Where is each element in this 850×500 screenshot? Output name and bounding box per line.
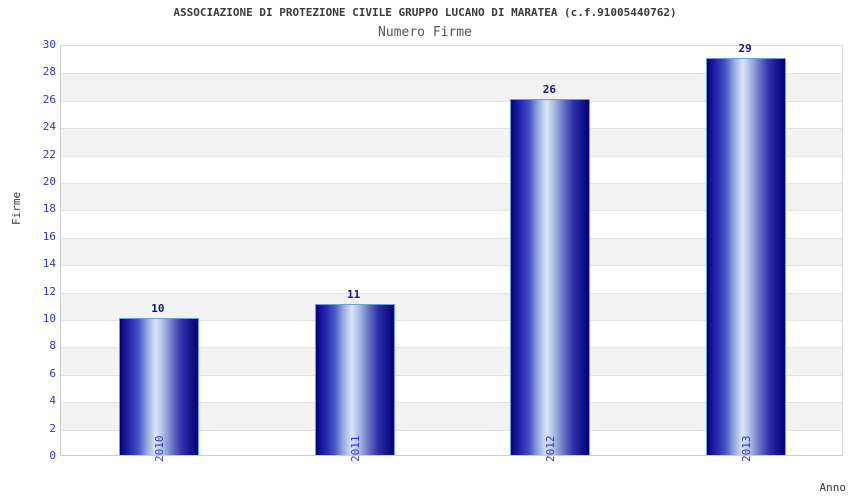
gridline bbox=[61, 128, 842, 129]
plot-area bbox=[60, 45, 843, 456]
y-tick-label: 28 bbox=[42, 65, 56, 79]
y-tick-label: 14 bbox=[42, 257, 56, 271]
y-axis-ticks: 30 28 26 24 22 20 18 16 14 12 10 8 6 4 2 0 bbox=[0, 38, 56, 462]
chart-subtitle: Numero Firme bbox=[378, 25, 472, 40]
x-tick-label: 2013 bbox=[740, 435, 754, 463]
gridline bbox=[61, 73, 842, 74]
x-tick-label: 2010 bbox=[152, 435, 166, 463]
bar[interactable] bbox=[118, 318, 199, 455]
bar[interactable] bbox=[706, 57, 787, 455]
y-tick-label: 20 bbox=[42, 175, 56, 188]
gridline bbox=[61, 265, 842, 266]
bar-value-label: 29 bbox=[738, 41, 752, 55]
x-tick-label: 2012 bbox=[544, 435, 558, 463]
y-tick-label: 22 bbox=[42, 147, 56, 161]
bar[interactable] bbox=[510, 98, 591, 455]
gridline bbox=[61, 293, 842, 294]
gridline bbox=[61, 402, 842, 403]
y-tick-label: 12 bbox=[42, 284, 56, 298]
chart-title: ASSOCIAZIONE DI PROTEZIONE CIVILE GRUPPO… bbox=[173, 6, 677, 19]
x-tick-label: 2011 bbox=[348, 435, 362, 463]
gridline bbox=[61, 375, 842, 376]
gridline bbox=[61, 320, 842, 321]
gridline bbox=[61, 101, 842, 102]
y-tick-label: 6 bbox=[49, 366, 56, 380]
y-tick-label: 18 bbox=[42, 202, 56, 216]
gridline bbox=[61, 156, 842, 157]
y-tick-label: 26 bbox=[42, 92, 56, 106]
gridline bbox=[61, 430, 842, 431]
bar[interactable] bbox=[314, 304, 395, 455]
x-axis-title: Anno bbox=[819, 481, 847, 494]
y-tick-label: 16 bbox=[42, 229, 56, 243]
y-axis-title: Firme bbox=[10, 191, 23, 225]
gridline bbox=[61, 210, 842, 211]
y-tick-label: 8 bbox=[49, 339, 56, 353]
y-tick-label: 24 bbox=[42, 120, 56, 134]
bar-value-label: 11 bbox=[347, 288, 361, 302]
y-tick-label: 30 bbox=[42, 38, 56, 51]
y-tick-label: 2 bbox=[49, 421, 56, 435]
gridline bbox=[61, 347, 842, 348]
gridline bbox=[61, 183, 842, 184]
gridline bbox=[61, 238, 842, 239]
bar-value-label: 10 bbox=[151, 302, 165, 315]
y-tick-label: 4 bbox=[49, 394, 56, 408]
bar-value-label: 26 bbox=[542, 82, 556, 96]
y-tick-label: 10 bbox=[42, 312, 56, 325]
y-tick-label: 0 bbox=[49, 449, 56, 462]
